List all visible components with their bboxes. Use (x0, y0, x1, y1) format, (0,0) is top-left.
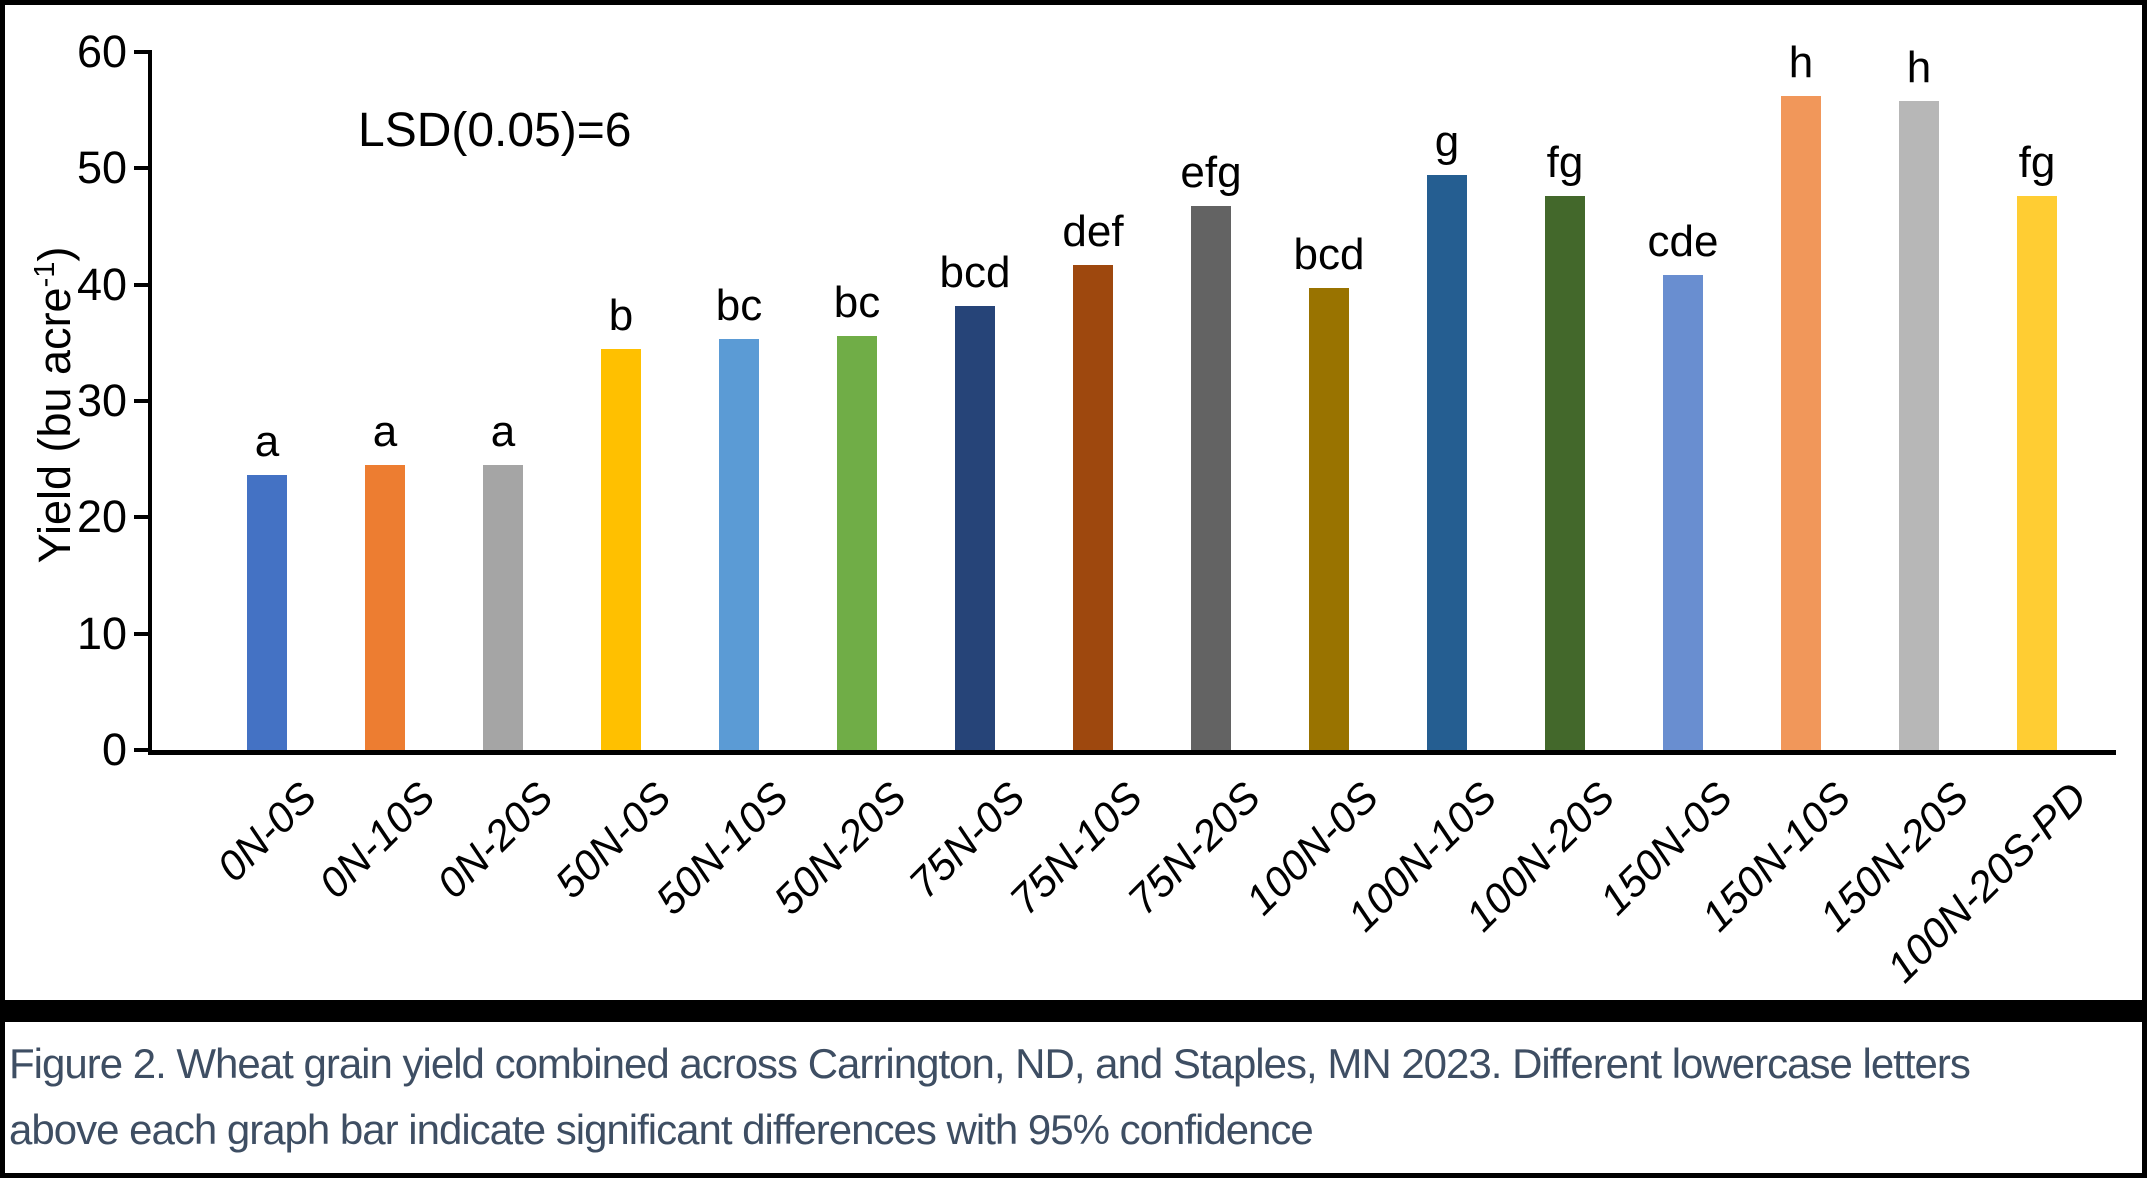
bar-75N-20S (1191, 206, 1231, 750)
y-tick-label: 0 (101, 724, 127, 775)
bar-letter: a (490, 407, 516, 456)
bar-75N-0S (955, 306, 995, 750)
bar-100N-20S (1545, 196, 1585, 750)
y-axis-line (148, 52, 152, 754)
x-tick-label: 50N-20S (764, 773, 916, 924)
bar-letter: fg (2018, 138, 2056, 187)
x-axis-line (148, 750, 2116, 755)
caption-line-1: Figure 2. Wheat grain yield combined acr… (9, 1040, 1971, 1087)
bar-letter: g (1434, 117, 1460, 166)
bar-letter: h (1788, 38, 1814, 87)
bar-letter: h (1906, 43, 1932, 92)
bar-75N-10S (1073, 265, 1113, 750)
y-tick-mark (134, 282, 152, 287)
x-tick-label: 0N-10S (309, 773, 444, 907)
bar-letter: a (372, 407, 398, 456)
y-tick-label: 30 (76, 375, 127, 426)
bar-letter: fg (1546, 138, 1584, 187)
bar-letter: efg (1180, 148, 1242, 197)
y-tick-mark (134, 631, 152, 636)
bar-0N-0S (247, 475, 287, 750)
y-tick-label: 20 (76, 491, 127, 543)
bar-letter: bc (715, 281, 763, 330)
y-tick-mark (134, 748, 152, 752)
bar-50N-0S (601, 349, 641, 750)
y-tick-label: 60 (76, 26, 127, 78)
bar-letter: a (254, 417, 280, 466)
bar-letter: bcd (939, 248, 1011, 297)
y-tick-label: 40 (76, 258, 127, 310)
bar-0N-20S (483, 465, 523, 750)
bar-50N-10S (719, 339, 759, 750)
bar-letter: bc (833, 278, 881, 327)
bar-letter: b (608, 291, 634, 340)
divider-band (5, 1000, 2142, 1022)
lsd-annotation: LSD(0.05)=6 (358, 104, 632, 157)
x-tick-label: 0N-20S (427, 773, 562, 907)
y-tick-label: 10 (76, 607, 127, 659)
bar-50N-20S (837, 336, 877, 750)
bar-0N-10S (365, 465, 405, 750)
y-tick-mark (134, 50, 152, 55)
y-tick-mark (134, 515, 152, 520)
y-tick-mark (134, 166, 152, 171)
bar-100N-20S-PD (2017, 196, 2057, 750)
caption-line-2: above each graph bar indicate significan… (9, 1106, 1314, 1153)
bar-100N-10S (1427, 175, 1467, 750)
bar-letter: def (1062, 207, 1124, 256)
bar-150N-20S (1899, 101, 1939, 750)
bar-150N-10S (1781, 96, 1821, 750)
bar-letter: cde (1647, 217, 1719, 266)
x-tick-label: 0N-0S (207, 773, 326, 891)
bar-letter: bcd (1293, 230, 1365, 279)
bar-150N-0S (1663, 275, 1703, 750)
y-tick-mark (134, 399, 152, 403)
figure-caption: Figure 2. Wheat grain yield combined acr… (9, 1031, 2139, 1163)
y-tick-label: 50 (76, 142, 127, 194)
plot-area: Yield (bu acre-1) LSD(0.05)=6 0 10 20 30 40 5… (5, 5, 2142, 1173)
bar-100N-0S (1309, 288, 1349, 750)
